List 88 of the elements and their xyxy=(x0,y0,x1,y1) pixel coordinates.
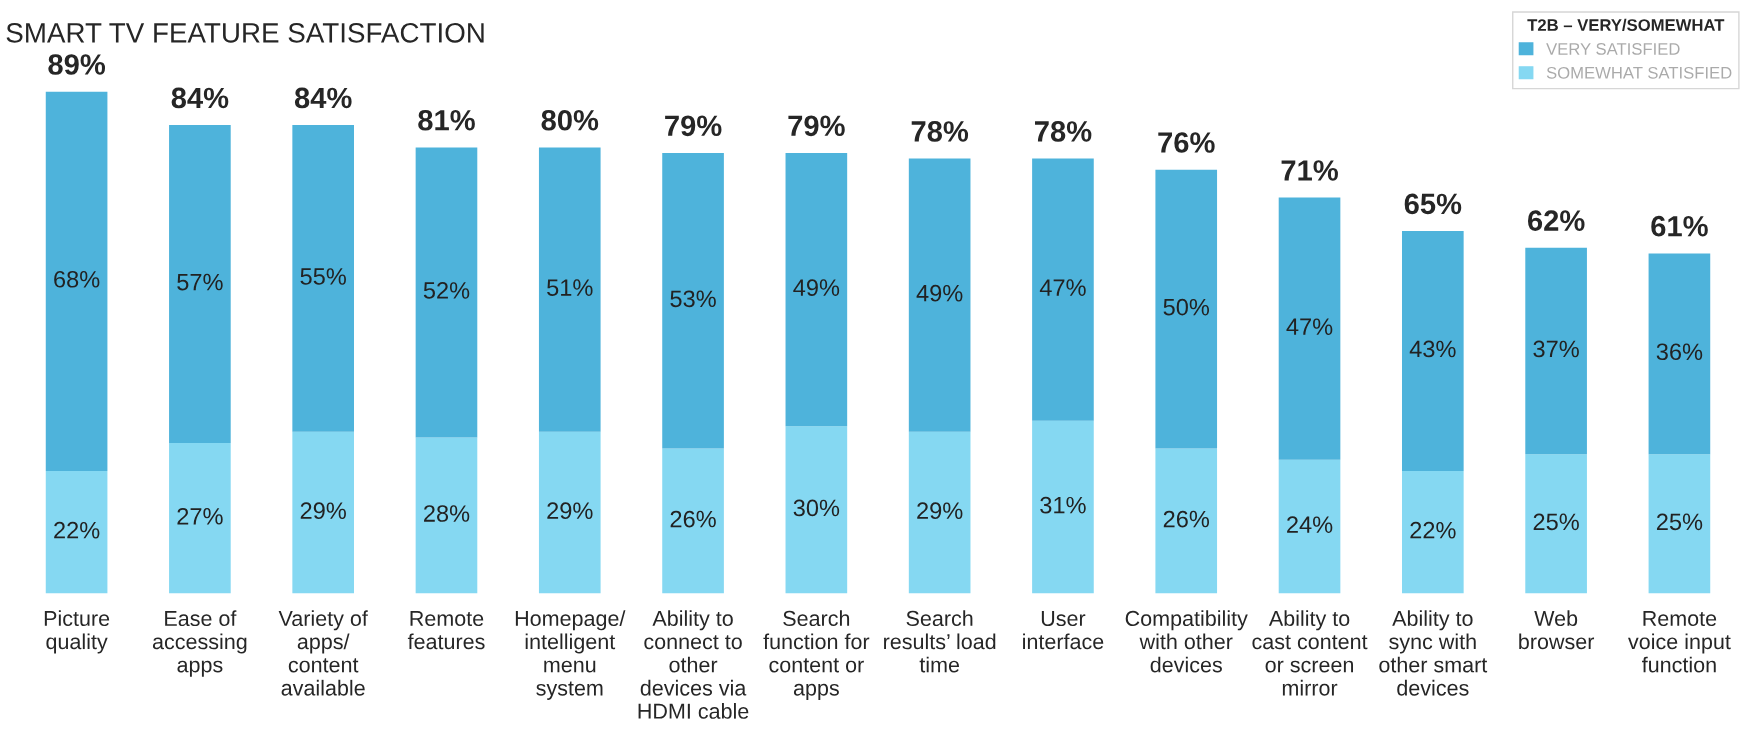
data-label: 47% xyxy=(1286,318,1333,335)
legend-label: SOMEWHAT SATISFIED xyxy=(1546,66,1732,79)
bar xyxy=(415,437,478,594)
total-label: 78% xyxy=(1035,121,1092,142)
data-label: 29% xyxy=(547,502,593,520)
data-label: 24% xyxy=(1287,516,1333,533)
data-label: 22% xyxy=(54,521,100,539)
bar xyxy=(785,426,848,594)
bar xyxy=(45,470,108,594)
legend-title: T2B – VERY/SOMEWHAT xyxy=(1527,18,1725,32)
total-label: 76% xyxy=(1158,132,1215,153)
x-tick-label: User interface xyxy=(1023,611,1104,650)
bar xyxy=(908,431,971,594)
data-label: 49% xyxy=(916,284,963,302)
bar xyxy=(169,443,231,594)
x-tick-label: Compatibility with other devices xyxy=(1125,610,1248,673)
total-label: 65% xyxy=(1404,193,1462,215)
bar xyxy=(785,153,848,427)
x-tick-label: Remote voice input function xyxy=(1628,611,1731,673)
bar xyxy=(1155,448,1218,594)
bar xyxy=(45,91,108,471)
total-label: 61% xyxy=(1651,215,1708,237)
data-label: 50% xyxy=(1163,298,1210,316)
total-label: 81% xyxy=(418,109,475,131)
data-label: 43% xyxy=(1409,340,1456,358)
x-tick-label: Remote features xyxy=(407,611,485,650)
total-label: 84% xyxy=(171,87,229,109)
x-tick-label: Variety of apps/ content available xyxy=(278,610,368,696)
x-tick-label: Search function for content or apps xyxy=(763,610,870,700)
bar xyxy=(538,147,601,432)
total-label: 79% xyxy=(665,115,722,137)
bar xyxy=(1155,169,1218,449)
bar xyxy=(415,147,478,438)
bar xyxy=(662,153,724,449)
data-label: 29% xyxy=(300,502,346,520)
chart-title: SMART TV FEATURE SATISFACTION xyxy=(6,22,484,43)
data-label: 36% xyxy=(1656,343,1703,361)
bar xyxy=(1525,454,1587,594)
data-label: 51% xyxy=(547,279,593,296)
bar xyxy=(662,448,724,594)
x-tick-label: Ability to connect to other devices via HDMI cable xyxy=(638,610,749,719)
bar xyxy=(908,158,971,432)
x-tick-label: Ability to cast content or screen mirror xyxy=(1252,610,1368,696)
total-label: 84% xyxy=(294,87,352,109)
data-label: 31% xyxy=(1040,496,1086,514)
legend-label: VERY SATISFIED xyxy=(1546,43,1680,55)
total-label: 80% xyxy=(541,109,599,131)
bar xyxy=(1032,420,1094,594)
bar xyxy=(169,125,231,444)
bar xyxy=(1402,231,1464,471)
x-tick-label: Homepage/ intelligent menu system xyxy=(515,610,626,700)
bar xyxy=(1278,459,1341,594)
x-tick-label: Picture quality xyxy=(44,610,110,654)
data-label: 57% xyxy=(177,273,223,291)
data-label: 55% xyxy=(300,268,346,285)
data-label: 28% xyxy=(424,505,470,522)
data-label: 29% xyxy=(917,502,963,520)
total-label: 62% xyxy=(1527,210,1585,231)
bar xyxy=(1525,247,1587,455)
data-label: 25% xyxy=(1656,513,1703,531)
total-label: 89% xyxy=(48,54,106,75)
data-label: 49% xyxy=(793,279,840,296)
data-label: 26% xyxy=(1163,510,1210,528)
total-label: 79% xyxy=(788,115,845,137)
data-label: 25% xyxy=(1533,513,1579,531)
total-label: 78% xyxy=(911,121,969,142)
data-label: 68% xyxy=(54,270,100,288)
bar xyxy=(1278,197,1341,460)
x-tick-label: Ability to sync with other smart devices xyxy=(1379,610,1488,696)
data-label: 53% xyxy=(670,290,716,308)
x-tick-label: Web browser xyxy=(1519,610,1595,650)
data-label: 30% xyxy=(793,499,840,517)
data-label: 52% xyxy=(423,282,470,299)
bar xyxy=(292,431,354,594)
data-label: 26% xyxy=(670,510,716,528)
total-label: 71% xyxy=(1281,160,1338,181)
bar xyxy=(1032,158,1094,421)
bar xyxy=(1648,454,1711,594)
bar xyxy=(1402,470,1464,594)
data-label: 27% xyxy=(177,507,223,525)
bar xyxy=(538,431,601,594)
x-tick-label: Search results’ load time xyxy=(884,610,996,673)
data-label: 37% xyxy=(1533,340,1579,358)
x-tick-label: Ease of accessing apps xyxy=(152,610,247,677)
data-label: 47% xyxy=(1039,279,1086,296)
bar xyxy=(1648,253,1711,455)
bar xyxy=(292,125,354,432)
data-label: 22% xyxy=(1410,521,1456,539)
